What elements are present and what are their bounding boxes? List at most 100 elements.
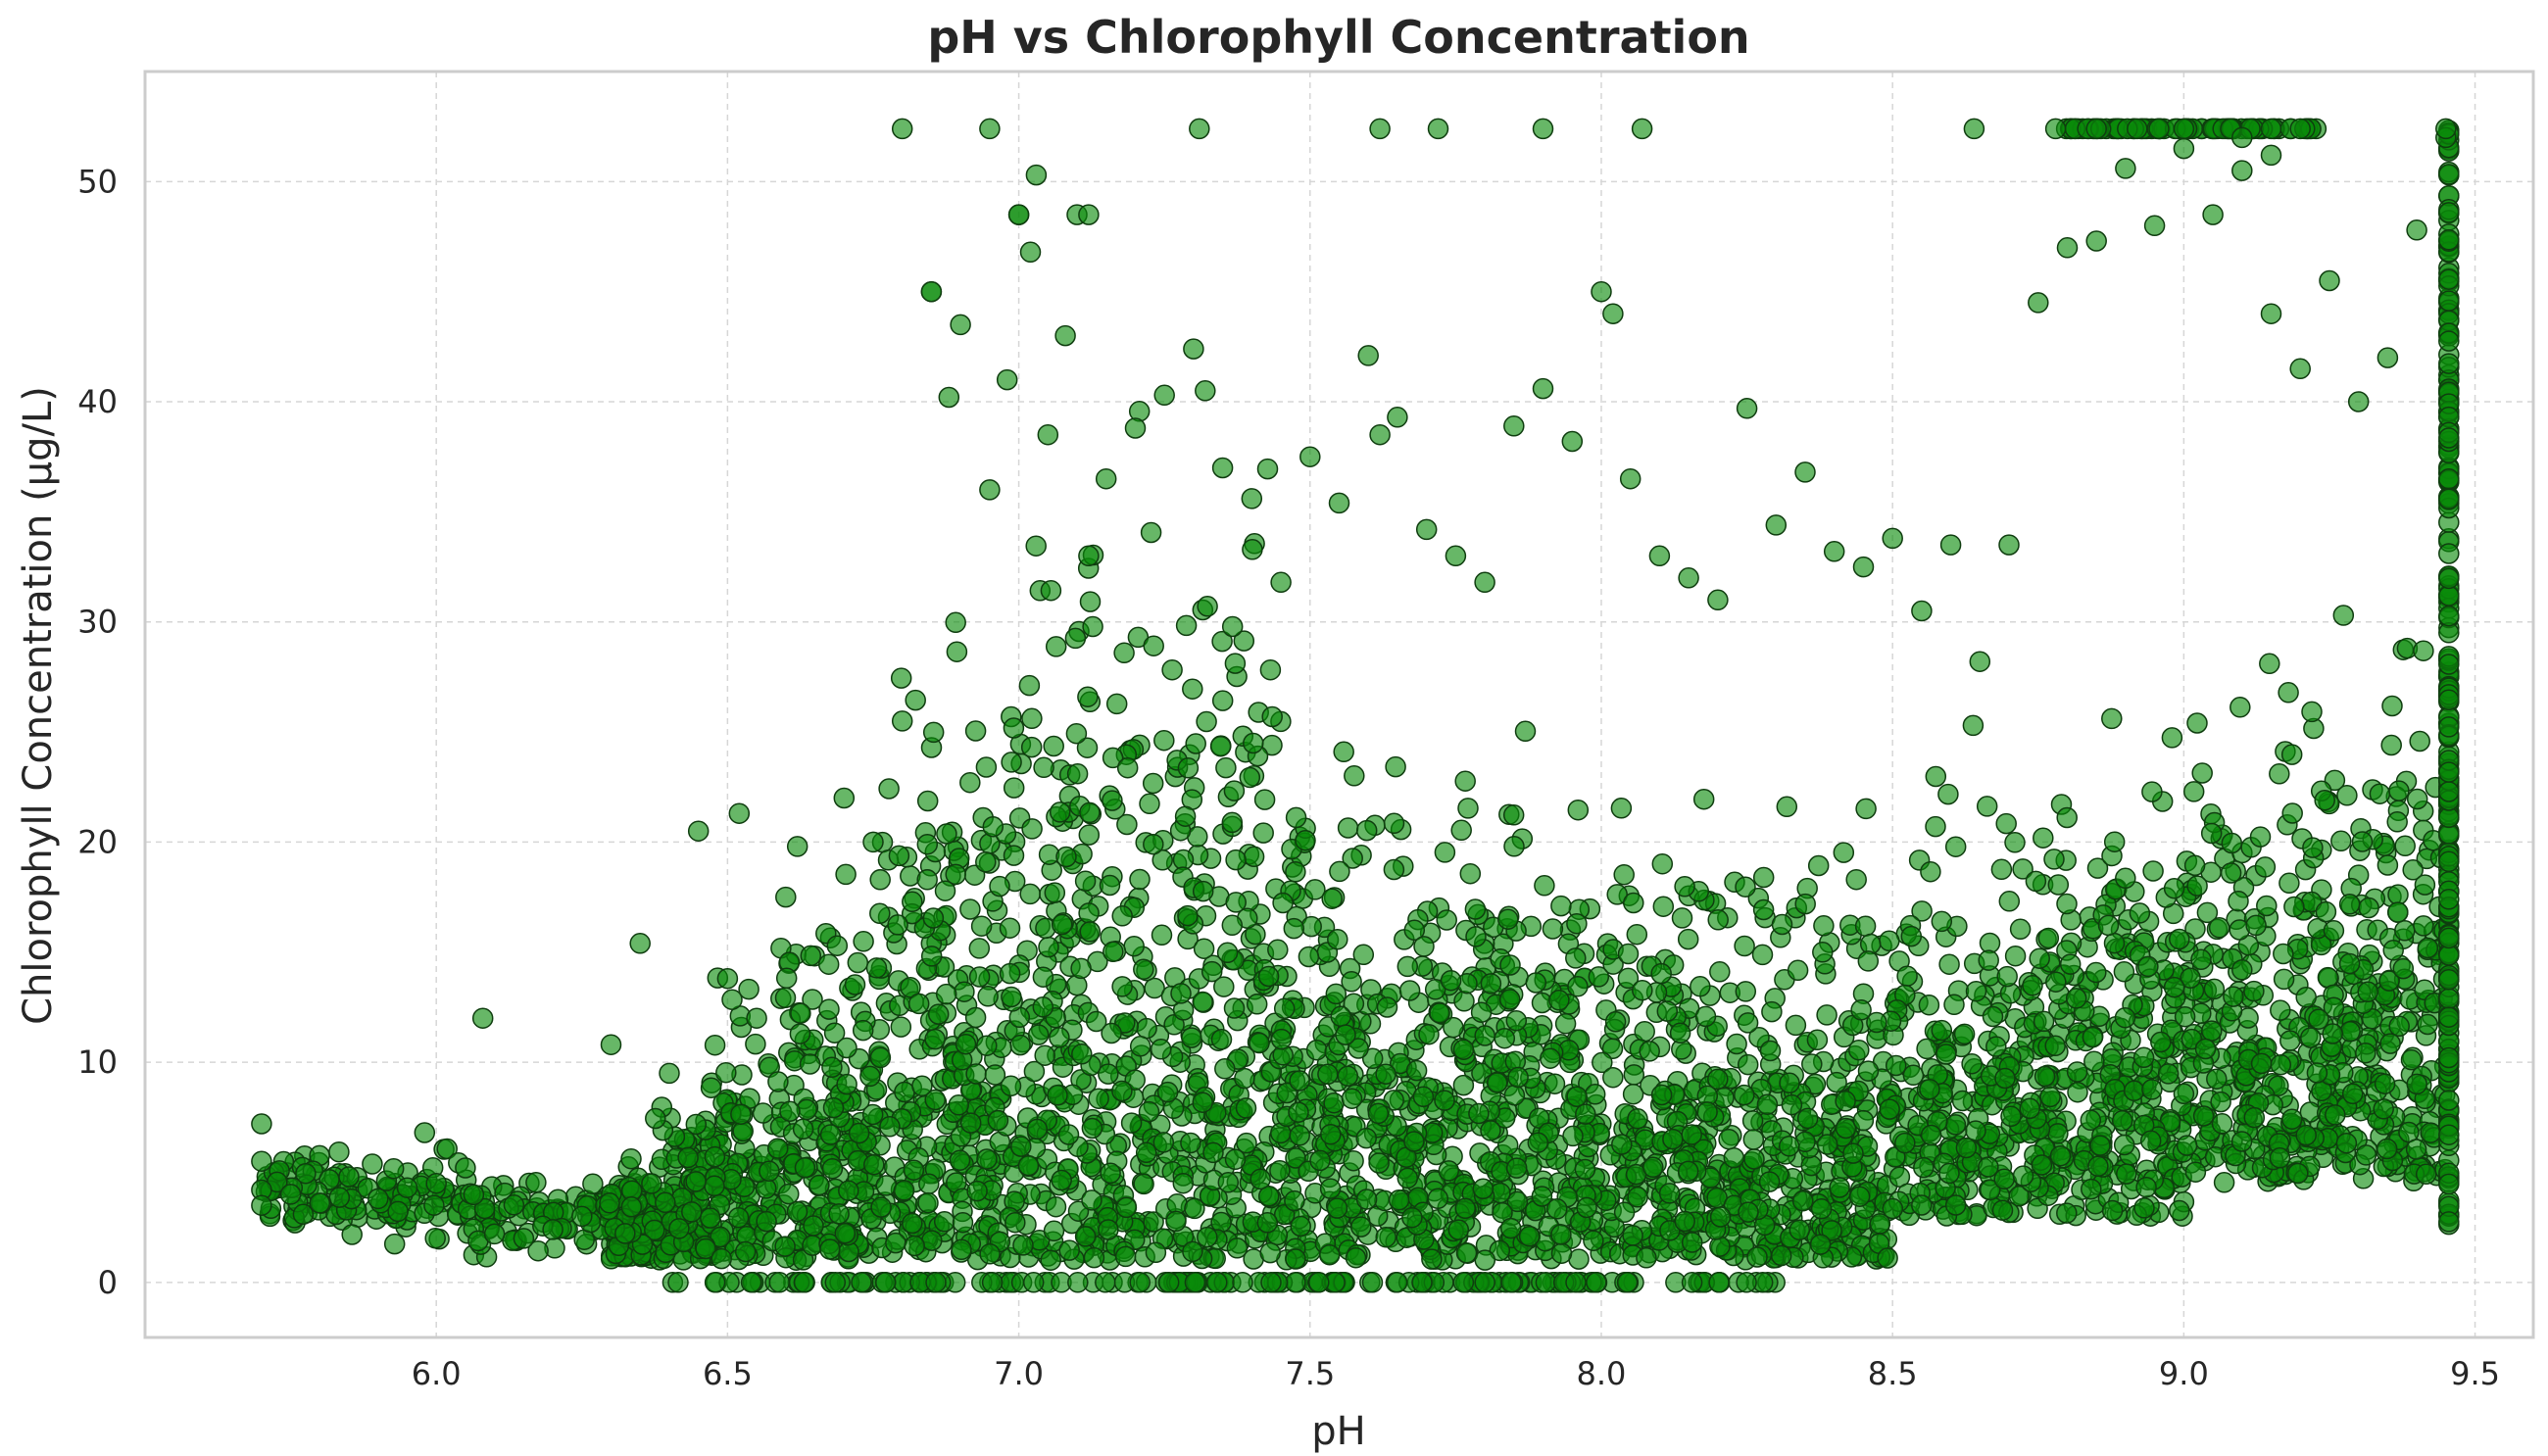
scatter-point <box>1632 979 1653 1001</box>
scatter-point <box>1074 870 1097 892</box>
scatter-point <box>1065 722 1088 745</box>
scatter-point <box>1185 733 1206 754</box>
scatter-point <box>1726 1033 1747 1055</box>
scatter-point <box>2406 1073 2427 1095</box>
scatter-point <box>1565 947 1587 969</box>
scatter-point <box>2289 118 2311 140</box>
scatter-point <box>1900 925 1923 947</box>
scatter-point <box>745 1033 766 1055</box>
scatter-point <box>966 1180 988 1202</box>
scatter-point <box>1770 1244 1792 1267</box>
scatter-point <box>1499 954 1521 976</box>
scatter-point <box>2056 893 2078 915</box>
scatter-point <box>1626 923 1648 946</box>
scatter-point <box>1518 1226 1541 1247</box>
scatter-point <box>2034 1065 2056 1088</box>
scatter-point <box>1896 965 1918 987</box>
scatter-point <box>2173 118 2195 140</box>
x-tick-label: 7.0 <box>994 1355 1044 1392</box>
scatter-point <box>503 1194 525 1216</box>
scatter-point <box>945 611 966 634</box>
scatter-point <box>1505 1009 1528 1032</box>
scatter-point <box>2413 915 2434 937</box>
scatter-point <box>1224 1148 1247 1171</box>
scatter-point <box>2323 920 2345 942</box>
scatter-point <box>525 1172 547 1193</box>
scatter-point <box>1261 705 1283 728</box>
scatter-point <box>2101 707 2123 730</box>
scatter-point <box>1611 1134 1633 1155</box>
scatter-point <box>1289 1070 1310 1092</box>
scatter-point <box>1602 303 1624 324</box>
scatter-point <box>362 1153 383 1175</box>
scatter-point <box>1810 1198 1833 1220</box>
scatter-point <box>251 1194 272 1216</box>
scatter-point <box>2438 164 2460 185</box>
scatter-point <box>1057 1124 1080 1145</box>
scatter-point <box>2438 330 2460 352</box>
scatter-point <box>1210 1211 1232 1234</box>
scatter-point <box>2033 827 2054 849</box>
scatter-point <box>2380 734 2402 756</box>
scatter-point <box>1816 1004 1838 1026</box>
scatter-point <box>1413 936 1435 957</box>
scatter-point <box>2438 1211 2460 1233</box>
scatter-point <box>1209 735 1232 757</box>
scatter-point <box>1243 846 1265 868</box>
scatter-point <box>1111 976 1133 997</box>
scatter-point <box>936 823 957 845</box>
scatter-point <box>1542 918 1564 940</box>
scatter-point <box>951 1238 972 1261</box>
scatter-point <box>1652 896 1675 917</box>
scatter-point <box>1309 1149 1331 1172</box>
scatter-point <box>852 1019 874 1042</box>
scatter-point <box>1388 1189 1410 1211</box>
scatter-point <box>1007 204 1030 225</box>
scatter-point <box>667 1272 689 1293</box>
scatter-point <box>1111 905 1133 927</box>
scatter-point <box>907 993 930 1015</box>
scatter-point <box>1043 1220 1065 1242</box>
scatter-point <box>2044 1035 2066 1057</box>
scatter-point <box>1398 980 1421 1001</box>
scatter-point <box>1375 1063 1396 1085</box>
scatter-point <box>1532 118 1554 140</box>
scatter-point <box>999 917 1021 939</box>
scatter-point <box>1025 164 1048 186</box>
scatter-point <box>1833 842 1855 863</box>
scatter-point <box>891 710 913 732</box>
scatter-point <box>1138 1100 1160 1123</box>
scatter-point <box>927 1003 950 1025</box>
scatter-point <box>2087 1155 2109 1178</box>
scatter-point <box>803 1215 824 1237</box>
scatter-point <box>1996 965 2018 988</box>
scatter-point <box>2386 811 2408 833</box>
scatter-point <box>1761 1000 1783 1023</box>
scatter-point <box>863 1153 885 1176</box>
scatter-point <box>1375 1226 1396 1248</box>
scatter-point <box>1610 798 1633 819</box>
scatter-point <box>1078 902 1100 924</box>
scatter-point <box>1794 893 1816 915</box>
scatter-point <box>2115 158 2136 179</box>
scatter-point <box>1474 571 1495 594</box>
scatter-point <box>740 1272 762 1293</box>
scatter-point <box>1434 842 1456 863</box>
scatter-point <box>1681 1232 1703 1253</box>
scatter-point <box>1272 892 1294 914</box>
scatter-point <box>2114 1006 2136 1029</box>
scatter-point <box>885 1232 906 1254</box>
scatter-point <box>1116 756 1139 779</box>
scatter-point <box>1383 812 1405 835</box>
scatter-point <box>1192 880 1214 902</box>
scatter-point <box>1738 1201 1759 1223</box>
scatter-point <box>1150 1039 1172 1060</box>
scatter-point <box>2228 890 2249 912</box>
scatter-point <box>2373 1098 2394 1120</box>
scatter-point <box>1224 653 1247 674</box>
scatter-point <box>1396 955 1419 978</box>
scatter-point <box>424 1227 446 1249</box>
scatter-point <box>2358 897 2379 919</box>
scatter-point <box>1650 1084 1673 1106</box>
scatter-point <box>935 983 957 1005</box>
